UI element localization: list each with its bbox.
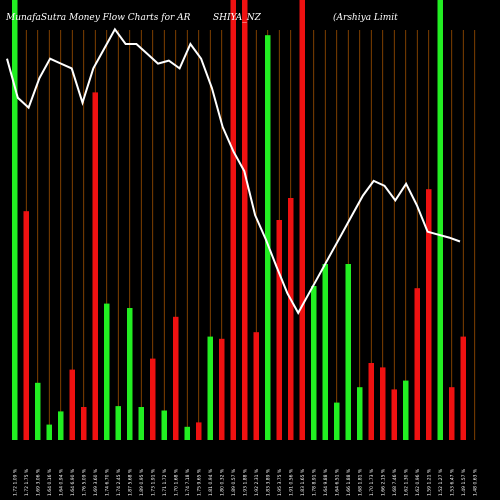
money-flow-bar <box>35 382 41 440</box>
x-tick-label: 1.72 1.09 % <box>12 468 18 496</box>
money-flow-bar <box>437 0 443 440</box>
money-flow-bar <box>426 189 432 440</box>
x-tick-label: 1.75 9.65 % <box>196 468 202 496</box>
money-flow-bar <box>207 336 213 440</box>
x-tick-label: 1.64 6.90 % <box>70 468 76 496</box>
money-flow-bar <box>242 0 248 440</box>
x-tick-label: 1.62 1.30 % <box>403 468 409 496</box>
x-tick-label: 1.62 0.96 % <box>415 468 421 496</box>
money-flow-bar <box>161 410 167 440</box>
money-flow-bar <box>357 387 363 440</box>
money-flow-bar <box>104 303 110 440</box>
x-tick-label: 1.83 1.65 % <box>300 468 306 496</box>
price-line-group <box>6 27 461 315</box>
x-tick-label: 1.64 9.88 % <box>323 468 329 496</box>
x-tick-label: 1.59 1.21 % <box>426 468 432 496</box>
price-line <box>6 27 461 315</box>
money-flow-bar <box>460 336 466 440</box>
money-flow-bar <box>334 402 340 440</box>
chart-title-part-2: SHIYA_NZ <box>213 13 262 23</box>
money-flow-bar <box>184 426 190 440</box>
x-tick-label: 1.49 1.57 % <box>461 468 467 496</box>
money-flow-bar <box>345 264 351 440</box>
money-flow-bar <box>311 286 317 440</box>
x-tick-label: 1.93 1.88 % <box>242 468 248 496</box>
money-flow-bar <box>69 369 75 440</box>
x-tick-label: 1.68 7.46 % <box>392 468 398 496</box>
x-tick-label: 1.72 1.75 % <box>24 468 30 496</box>
money-flow-bar <box>391 389 397 440</box>
money-flow-bar <box>276 220 282 440</box>
x-tick-label: 1.64 6.51 % <box>334 468 340 496</box>
x-tick-label: 1.83 3.89 % <box>265 468 271 496</box>
x-tick-labels: 1.72 1.09 % 1.72 1.75 % 1.69 3.06 % 1.64 0.… <box>12 468 478 496</box>
x-tick-label: 1.71 1.72 % <box>162 468 168 496</box>
money-flow-bar <box>368 363 374 440</box>
money-flow-bar <box>173 316 179 440</box>
x-tick-label: 1.95 3.75 % <box>277 468 283 496</box>
chart-title-part-1: MunafaSutra Money Flow Charts for AR <box>5 13 191 23</box>
money-flow-bar <box>138 407 144 440</box>
x-tick-label: 1.74 7.18 % <box>185 468 191 496</box>
money-flow-bar <box>58 411 64 440</box>
x-tick-label: 1.64 0.94 % <box>58 468 64 496</box>
x-tick-label: 1.89 0.57 % <box>231 468 237 496</box>
money-flow-bar <box>380 367 386 440</box>
money-flow-bar <box>253 332 259 440</box>
money-flow-bar <box>196 422 202 440</box>
money-flow-bar <box>46 424 52 440</box>
money-flow-bar <box>288 198 294 440</box>
money-flow-bar <box>322 264 328 440</box>
money-flow-bar <box>265 35 271 440</box>
money-flow-bar <box>92 92 98 441</box>
chart-title-part-3: (Arshiya Limit <box>333 12 398 23</box>
x-tick-label: 1.92 2.31 % <box>254 468 260 496</box>
x-tick-label: 1.91 0.56 % <box>288 468 294 496</box>
x-tick-label: 1.73 1.91 % <box>150 468 156 496</box>
x-tick-label: 1.69 3.60 % <box>93 468 99 496</box>
x-tick-label: 1.76 5.09 % <box>81 468 87 496</box>
money-flow-bar <box>414 288 420 440</box>
x-tick-label: 1.89 0.95 % <box>139 468 145 496</box>
x-tick-label: 1.64 0.16 % <box>47 468 53 496</box>
x-tick-label: 1.66 1.88 % <box>346 468 352 496</box>
x-tick-label: 1.74 6.70 % <box>104 468 110 496</box>
money-flow-bar <box>115 406 121 440</box>
x-tick-label: 1.78 8.91 % <box>311 468 317 496</box>
money-flow-bar <box>403 380 409 440</box>
money-flow-bar <box>299 0 305 440</box>
x-tick-label: 1.81 0.94 % <box>208 468 214 496</box>
x-tick-label: 1.66 2.15 % <box>380 468 386 496</box>
money-flow-bar <box>150 358 156 440</box>
x-tick-label: 1.87 5.68 % <box>127 468 133 496</box>
x-tick-label: 1.70 1.73 % <box>369 468 375 496</box>
x-tick-label: 1.69 3.06 % <box>35 468 41 496</box>
x-tick-label: 1.48 0.63 % <box>472 468 478 496</box>
x-tick-label: 1.80 0.32 % <box>219 468 225 496</box>
x-tick-label: 1.68 1.81 % <box>357 468 363 496</box>
money-flow-bar <box>230 0 236 440</box>
x-tick-label: 1.70 1.68 % <box>173 468 179 496</box>
money-flow-bar <box>81 407 87 440</box>
money-flow-bar <box>23 211 29 440</box>
bar-series <box>12 0 466 441</box>
money-flow-bar <box>12 0 18 440</box>
x-tick-label: 1.74 2.45 % <box>116 468 122 496</box>
money-flow-bar <box>127 308 133 440</box>
x-tick-label: 1.52 1.27 % <box>438 468 444 496</box>
money-flow-bar <box>219 338 225 440</box>
money-flow-bar <box>449 387 455 440</box>
x-tick-label: 1.53 6.47 % <box>449 468 455 496</box>
